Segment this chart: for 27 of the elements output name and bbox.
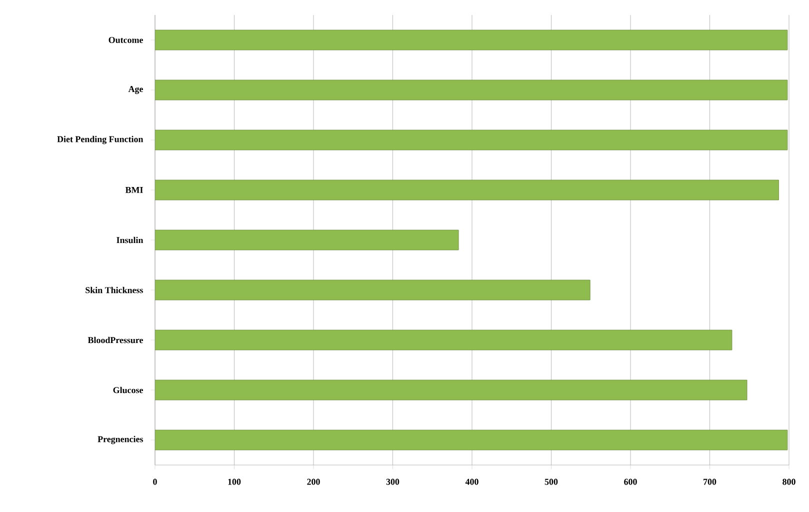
bar xyxy=(155,330,732,350)
x-tick-label: 600 xyxy=(624,478,637,485)
y-tick-label: Glucose xyxy=(113,386,143,394)
bar xyxy=(155,80,788,100)
y-tick-label: Skin Thickness xyxy=(86,286,143,294)
x-tick-label: 0 xyxy=(153,478,157,485)
x-tick-label: 100 xyxy=(228,478,241,485)
y-tick-label: Age xyxy=(128,86,143,94)
y-tick-label: BloodPressure xyxy=(88,336,143,344)
x-tick-label: 200 xyxy=(307,478,320,485)
bar xyxy=(155,230,459,250)
y-tick-label: Outcome xyxy=(108,36,143,44)
x-tick-label: 700 xyxy=(704,478,716,485)
x-tick-label: 500 xyxy=(544,478,558,485)
bar xyxy=(155,280,590,300)
y-tick-label: Diet Pending Function xyxy=(57,136,144,144)
x-tick-label: 800 xyxy=(782,478,796,485)
bar xyxy=(155,430,788,450)
x-tick-label: 300 xyxy=(386,478,400,485)
x-tick-label: 400 xyxy=(465,478,478,485)
y-tick-label: Pregnencies xyxy=(98,436,144,444)
y-tick-label: Insulin xyxy=(116,236,144,244)
bar xyxy=(155,380,748,400)
bar xyxy=(155,130,788,150)
y-tick-label: BMI xyxy=(125,187,143,193)
bar xyxy=(155,180,779,200)
bar xyxy=(155,30,788,50)
